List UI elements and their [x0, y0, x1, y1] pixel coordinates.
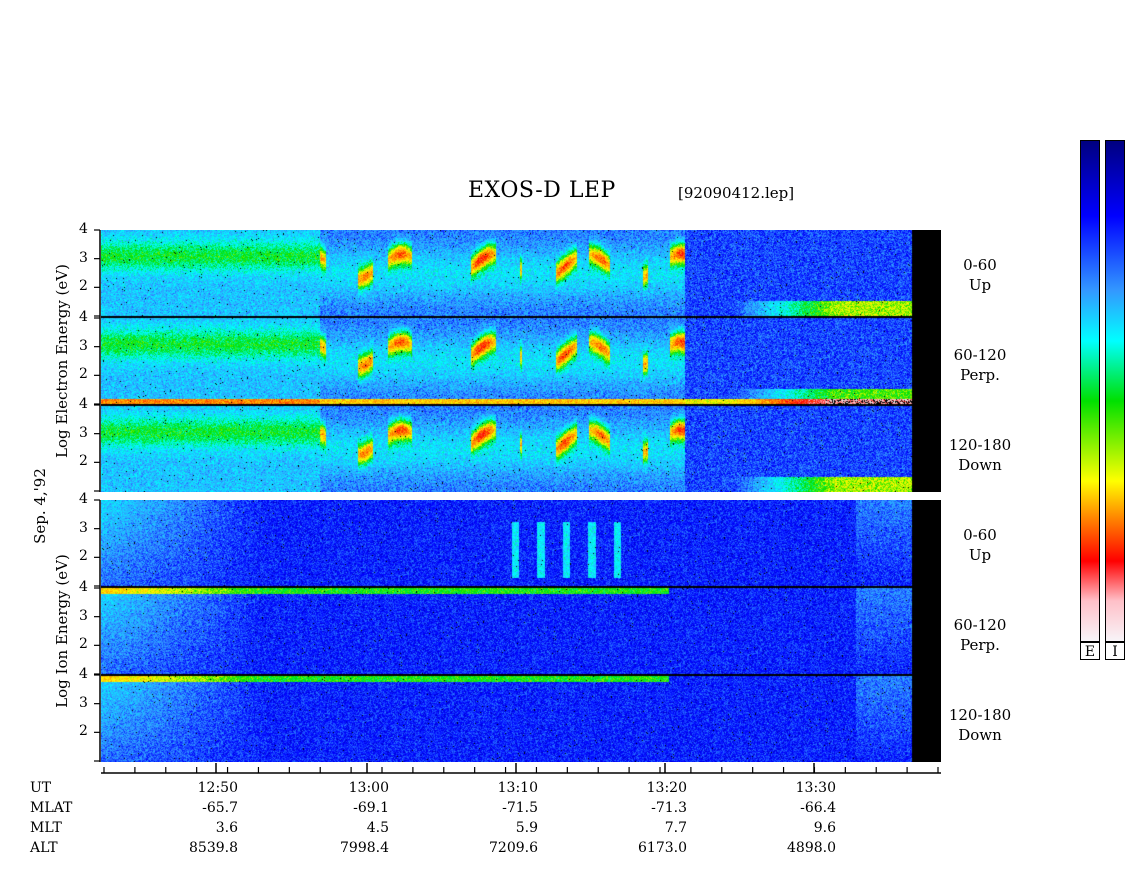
electron-y-axis-label: Log Electron Energy (eV) — [53, 264, 71, 458]
orbit-label-alt: ALT — [30, 840, 58, 856]
orbit-mlat-value: -69.1 — [353, 800, 389, 816]
y-tick-label: 4 — [79, 491, 88, 507]
y-tick-label: 2 — [79, 723, 88, 740]
orbit-mlat-value: -66.4 — [800, 800, 836, 816]
orbit-label-mlt: MLT — [30, 820, 62, 836]
chart-title: EXOS-D LEP — [468, 178, 616, 203]
orbit-mlat-value: -65.7 — [202, 800, 238, 816]
orbit-mlt-value: 4.5 — [366, 820, 389, 836]
panel-label-i-perp: 60-120 Perp. — [953, 616, 1007, 654]
y-tick-label: 3 — [79, 519, 88, 536]
orbit-ut-value: 12:50 — [197, 780, 238, 796]
orbit-alt-value: 7998.4 — [340, 840, 389, 856]
orbit-alt-value: 7209.6 — [489, 840, 538, 856]
y-tick-label: 2 — [79, 636, 88, 653]
panel-label-e-up: 0-60 Up — [963, 256, 997, 294]
file-name: [92090412.lep] — [678, 184, 795, 202]
orbit-label-ut: UT — [30, 780, 52, 796]
orbit-ut-value: 13:10 — [497, 780, 538, 796]
y-tick-label: 4 — [79, 221, 88, 237]
orbit-mlt-value: 9.6 — [813, 820, 836, 836]
y-tick-label: 2 — [79, 278, 88, 295]
y-tick-label: 4 — [79, 666, 88, 682]
y-tick-label: 3 — [79, 424, 88, 441]
colorbar-ion-label: I — [1105, 642, 1125, 660]
orbit-mlt-value: 5.9 — [515, 820, 538, 836]
y-tick-label: 2 — [79, 548, 88, 565]
ion-y-axis-label: Log Ion Energy (eV) — [53, 554, 71, 708]
y-tick-label: 4 — [79, 579, 88, 595]
y-tick-label: 2 — [79, 453, 88, 470]
orbit-mlt-value: 7.7 — [664, 820, 687, 836]
orbit-mlat-value: -71.3 — [651, 800, 687, 816]
orbit-ut-value: 13:20 — [646, 780, 687, 796]
ion-spectrogram — [101, 500, 941, 762]
orbit-ut-value: 13:00 — [348, 780, 389, 796]
orbit-mlt-value: 3.6 — [215, 820, 238, 836]
date-label: Sep. 4,'92 — [31, 468, 49, 544]
colorbar-ion — [1105, 140, 1125, 642]
orbit-alt-value: 8539.8 — [189, 840, 238, 856]
orbit-alt-value: 4898.0 — [787, 840, 836, 856]
y-tick-label: 3 — [79, 337, 88, 354]
orbit-ut-value: 13:30 — [795, 780, 836, 796]
orbit-label-mlat: MLAT — [30, 800, 73, 816]
y-tick-label: 3 — [79, 249, 88, 266]
panel-label-e-down: 120-180 Down — [948, 436, 1012, 474]
y-tick-label: 4 — [79, 396, 88, 412]
orbit-alt-value: 6173.0 — [638, 840, 687, 856]
panel-label-i-up: 0-60 Up — [963, 526, 997, 564]
y-tick-label: 3 — [79, 607, 88, 624]
y-tick-label: 2 — [79, 366, 88, 383]
panel-label-e-perp: 60-120 Perp. — [953, 346, 1007, 384]
colorbar-electron-label: E — [1080, 642, 1100, 660]
y-tick-label: 4 — [79, 309, 88, 325]
electron-spectrogram — [101, 230, 941, 492]
y-tick-label: 3 — [79, 694, 88, 711]
colorbar-electron — [1080, 140, 1100, 642]
orbit-mlat-value: -71.5 — [502, 800, 538, 816]
panel-label-i-down: 120-180 Down — [948, 706, 1012, 744]
